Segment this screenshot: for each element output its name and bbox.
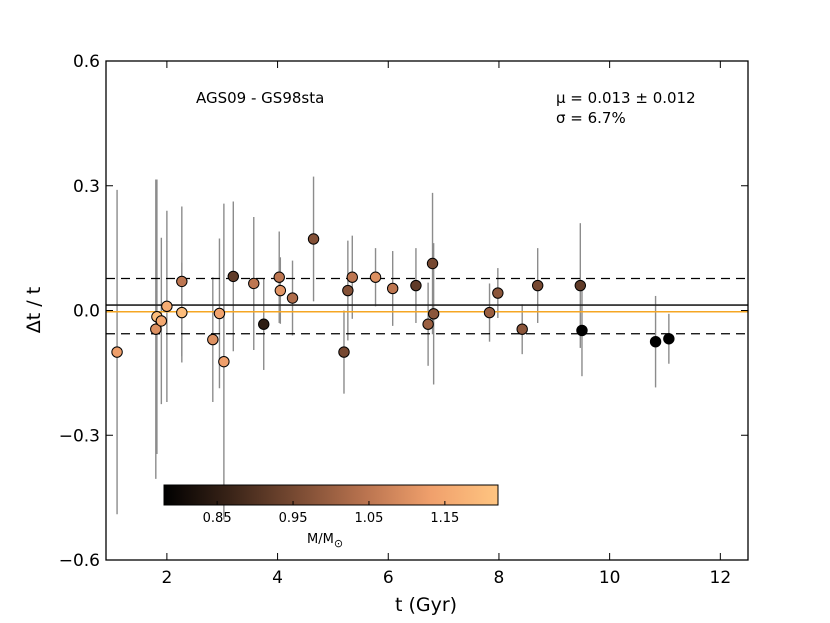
data-point-15 — [274, 284, 287, 297]
data-point-24 — [422, 318, 434, 330]
data-point-10 — [218, 355, 230, 368]
data-point-16 — [286, 292, 299, 304]
x-tick-labels: 2 4 6 8 10 12 — [161, 568, 731, 588]
data-point-23 — [410, 279, 422, 292]
x-tick-label: 4 — [272, 568, 283, 588]
data-point-20 — [346, 271, 358, 283]
data-points — [111, 233, 675, 368]
y-axis-label: Δt / t — [23, 287, 45, 333]
data-point-31 — [574, 279, 587, 292]
x-tick-label: 2 — [161, 568, 172, 588]
data-point-1 — [111, 346, 123, 358]
data-point-30 — [531, 279, 544, 292]
data-point-12 — [248, 277, 260, 290]
y-tick-labels: −0.6 −0.3 0.0 0.3 0.6 — [59, 52, 100, 571]
x-axis-label: t (Gyr) — [395, 594, 457, 616]
data-point-17 — [307, 233, 320, 245]
data-point-4 — [155, 315, 168, 327]
data-point-22 — [386, 282, 399, 295]
x-tick-label: 8 — [494, 568, 505, 588]
axis-ticks — [106, 60, 748, 561]
data-point-11 — [227, 270, 239, 283]
colorbar-tick-label: 0.85 — [203, 511, 232, 526]
data-point-13 — [258, 318, 270, 330]
reference-lines — [106, 277, 748, 335]
data-point-21 — [369, 271, 382, 283]
colorbar-tick-label: 1.15 — [430, 511, 459, 526]
data-point-28 — [492, 287, 504, 299]
data-point-25 — [426, 257, 439, 270]
x-tick-label: 12 — [710, 568, 732, 588]
y-tick-label: −0.6 — [59, 551, 100, 571]
data-point-6 — [176, 275, 188, 288]
data-point-19 — [342, 284, 354, 297]
data-point-27 — [483, 306, 496, 319]
data-point-9 — [213, 307, 226, 320]
colorbar-tick-label: 1.05 — [354, 511, 383, 526]
y-tick-label: −0.3 — [59, 426, 100, 446]
stat-mu: μ = 0.013 ± 0.012 — [556, 89, 696, 107]
data-point-2 — [150, 323, 162, 335]
data-point-33 — [649, 335, 662, 348]
colorbar — [163, 484, 499, 506]
y-tick-label: 0.6 — [73, 52, 100, 72]
colorbar-tick-label: 0.95 — [279, 511, 308, 526]
data-point-8 — [207, 333, 219, 346]
error-bars — [116, 176, 670, 520]
data-point-29 — [516, 323, 528, 335]
y-tick-label: 0.3 — [73, 177, 100, 197]
data-point-26 — [427, 308, 440, 320]
stat-sigma: σ = 6.7% — [556, 109, 626, 127]
data-point-18 — [338, 346, 350, 358]
colorbar-ticks: 0.85 0.95 1.05 1.15 — [203, 501, 459, 526]
x-tick-label: 10 — [599, 568, 621, 588]
data-point-7 — [176, 306, 188, 319]
data-point-32 — [576, 324, 588, 337]
data-point-5 — [161, 300, 173, 313]
x-tick-label: 6 — [383, 568, 394, 588]
colorbar-label: M/M⊙ — [307, 532, 343, 550]
data-point-14 — [273, 271, 285, 283]
annotation-title: AGS09 - GS98sta — [196, 89, 324, 107]
data-point-34 — [663, 333, 675, 345]
y-tick-label: 0.0 — [73, 302, 100, 322]
